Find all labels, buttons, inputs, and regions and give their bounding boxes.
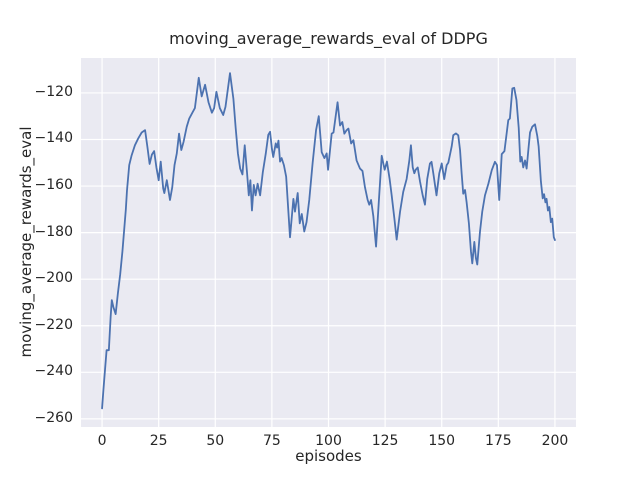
x-tick-label: 100 <box>315 433 342 449</box>
y-tick-label: −240 <box>34 363 73 380</box>
y-tick-label: −160 <box>34 177 73 194</box>
x-tick-label: 50 <box>206 433 225 449</box>
x-tick-label: 25 <box>149 433 168 449</box>
x-tick-label: 200 <box>541 433 569 449</box>
y-tick-label: −180 <box>34 223 73 240</box>
x-tick-label: 125 <box>371 433 399 449</box>
y-tick-label: −220 <box>34 316 73 333</box>
y-tick-label: −140 <box>34 130 73 147</box>
y-tick-label: −120 <box>34 83 73 100</box>
x-tick-label: 0 <box>97 433 107 449</box>
y-tick-label: −200 <box>34 270 73 287</box>
x-tick-label: 75 <box>262 433 281 449</box>
y-tick-label: −260 <box>34 409 73 426</box>
reward-line <box>101 72 556 410</box>
gridlines <box>81 58 576 427</box>
x-tick-label: 150 <box>428 433 456 449</box>
x-tick-label: 175 <box>484 433 512 449</box>
x-axis-label: episodes <box>295 447 362 465</box>
chart-title: moving_average_rewards_eval of DDPG <box>169 29 488 48</box>
